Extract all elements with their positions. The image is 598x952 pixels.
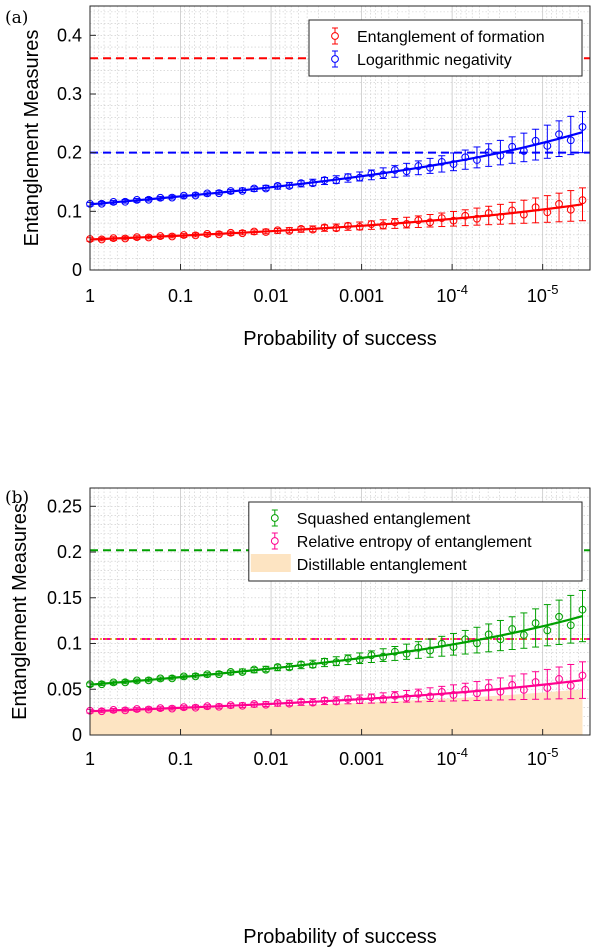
x-axis-label: Probability of success [243,328,436,350]
y-tick-label: 0.1 [57,634,82,654]
data-point [437,214,446,222]
fit-line [89,615,583,686]
y-tick-label: 0.1 [57,201,82,221]
data-point [414,644,423,652]
data-point [414,690,423,698]
panel-label: (a) [5,8,28,28]
series-2 [86,661,587,716]
data-point [426,646,434,655]
legend-box [248,501,583,582]
data-point [461,211,470,220]
legend-box [308,19,583,77]
y-tick-label: 0 [72,260,82,280]
data-point [426,692,434,701]
data-point [426,163,434,172]
data-point [531,619,540,628]
x-tick-label: 0.001 [339,749,384,769]
y-axis-label: Entanglement Measures [21,30,43,247]
chart-panel-b: 1 0.1 0.01 0.001 10-4 10-5 0 0.05 0.1 0.15 0.2 0.25… [5,487,591,948]
x-tick-label: 10-4 [436,282,468,306]
data-point [402,649,411,658]
data-point [578,196,587,205]
data-point [390,691,399,700]
y-tick-label: 0.3 [57,84,82,104]
series-1 [86,589,587,689]
x-tick-label: 0.1 [168,749,193,769]
data-point [578,671,587,680]
y-tick-label: 0.2 [57,143,82,163]
data-point [566,136,575,145]
data-point [402,693,411,702]
data-point [437,157,446,166]
series-1 [86,187,587,244]
data-point [426,218,434,227]
x-axis-label: Probability of success [243,926,436,948]
y-tick-label: 0.15 [47,588,82,608]
legend-patch [250,554,291,572]
x-tick-label: 10-5 [527,745,559,769]
legend-label: Squashed entanglement [297,511,471,528]
x-tick-label: 0.01 [254,749,289,769]
legend-label: Entanglement of formation [357,29,545,46]
y-tick-label: 0.2 [57,542,82,562]
data-point [379,652,388,661]
y-tick-label: 0.4 [57,25,82,45]
legend-label: Distillable entanglement [297,557,467,574]
data-point [578,123,587,131]
y-tick-label: 0 [72,725,82,745]
y-tick-label: 0.05 [47,679,82,699]
data-point [449,216,458,225]
legend: Squashed entanglement Relative entropy of… [248,501,583,582]
data-point [555,612,563,621]
data-point [390,647,399,656]
x-tick-label: 10-5 [527,282,559,306]
fit-line [89,203,583,241]
legend: Entanglement of formation Logarithmic neg… [308,19,583,77]
data-point [566,621,575,630]
panel-label: (b) [5,488,29,508]
x-tick-exponent: -4 [456,282,468,297]
x-tick-label: 0.01 [254,286,289,306]
x-tick-exponent: -5 [547,282,559,297]
axes-box [89,5,591,271]
data-point [461,685,470,694]
data-point [437,688,446,696]
legend-marker [270,537,279,545]
legend-label: Logarithmic negativity [357,52,512,69]
fit-line [89,679,583,713]
x-tick-label: 0.1 [168,286,193,306]
series-2 [86,111,587,208]
data-point [449,691,458,699]
x-tick-label: 0.001 [339,286,384,306]
y-tick-label: 0.25 [47,496,82,516]
data-point [578,605,587,614]
x-tick-exponent: -5 [547,745,559,760]
legend-marker [331,32,339,40]
distillable-area [90,689,583,735]
legend-marker [331,55,339,63]
data-point [449,160,458,168]
data-point [414,162,423,170]
legend-label: Relative entropy of entanglement [297,534,532,551]
data-point [543,626,552,635]
legend-marker [270,514,279,522]
axes-box [89,487,591,736]
data-point [414,216,423,225]
y-axis-label: Entanglement Measures [9,503,31,720]
x-tick-label: 1 [85,749,95,769]
x-tick-exponent: -4 [456,745,468,760]
data-point [473,214,481,223]
fit-line [89,131,583,206]
x-tick-label: 1 [85,286,95,306]
chart-panel-a: 1 0.1 0.01 0.001 10-4 10-5 0 0.1 0.2 0.3 0.4 Probab… [5,5,591,350]
x-tick-label: 10-4 [436,745,468,769]
